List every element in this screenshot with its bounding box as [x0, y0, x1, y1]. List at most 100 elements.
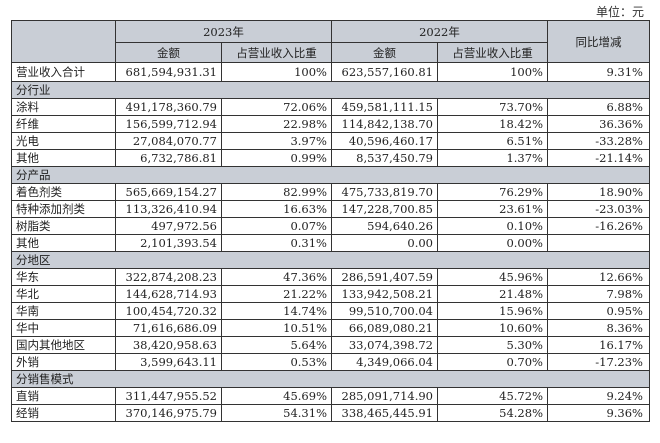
ratio-2023: 0.07% [221, 217, 332, 235]
ratio-2023: 54.31% [221, 404, 332, 422]
ratio-2023: 21.22% [221, 285, 332, 303]
amount-2022: 338,465,445.91 [331, 404, 438, 422]
ratio-2022: 10.60% [437, 319, 548, 337]
ratio-2022: 0.70% [437, 353, 548, 371]
yoy-value: 7.98% [547, 285, 650, 303]
section-header-row: 分地区 [11, 251, 650, 269]
row-label: 其他 [11, 149, 116, 167]
yoy-value: 9.36% [547, 404, 650, 422]
ratio-2022: 73.70% [437, 98, 548, 116]
table-row: 纤维 156,599,712.94 22.98% 114,842,138.70 18.4… [11, 115, 650, 133]
yoy-value: -33.28% [547, 132, 650, 150]
row-label: 树脂类 [11, 217, 116, 235]
amount-2023: 71,616,686.09 [115, 319, 222, 337]
yoy-value: 36.36% [547, 115, 650, 133]
total-row: 营业收入合计 681,594,931.31 100% 623,557,160.8… [11, 62, 650, 82]
ratio-2023: 0.31% [221, 234, 332, 252]
table-row: 经销 370,146,975.79 54.31% 338,465,445.91 54.2… [11, 404, 650, 422]
ratio-2022: 18.42% [437, 115, 548, 133]
amount-2022: 0.00 [331, 234, 438, 252]
table-row: 华东 322,874,208.23 47.36% 286,591,407.59 45.9… [11, 268, 650, 286]
amount-2023: 144,628,714.93 [115, 285, 222, 303]
yoy-value: 18.90% [547, 183, 650, 201]
yoy-value: 12.66% [547, 268, 650, 286]
amount-2022: 594,640.26 [331, 217, 438, 235]
header-amount-2022: 金额 [331, 42, 438, 63]
amount-2022: 285,091,714.90 [331, 387, 438, 405]
row-label: 其他 [11, 234, 116, 252]
yoy-value: 0.95% [547, 302, 650, 320]
section-header-row: 分产品 [11, 166, 650, 184]
table-row: 外销 3,599,643.11 0.53% 4,349,066.04 0.70% -17.… [11, 353, 650, 371]
table-row: 华中 71,616,686.09 10.51% 66,089,080.21 10.60%… [11, 319, 650, 337]
ratio-2022: 0.10% [437, 217, 548, 235]
revenue-table-body: 2023年 2022年 同比增减 金额 占营业收入比重 金额 占营业收入比重 营… [11, 20, 650, 422]
total-ratio-2022: 100% [437, 62, 548, 82]
total-amount-2022: 623,557,160.81 [331, 62, 438, 82]
header-yoy: 同比增减 [547, 20, 650, 63]
amount-2022: 4,349,066.04 [331, 353, 438, 371]
row-label: 国内其他地区 [11, 336, 116, 354]
amount-2022: 459,581,111.15 [331, 98, 438, 116]
ratio-2023: 45.69% [221, 387, 332, 405]
ratio-2022: 0.00% [437, 234, 548, 252]
revenue-table: 2023年 2022年 同比增减 金额 占营业收入比重 金额 占营业收入比重 营… [11, 20, 650, 422]
ratio-2023: 0.53% [221, 353, 332, 371]
amount-2023: 370,146,975.79 [115, 404, 222, 422]
ratio-2022: 5.30% [437, 336, 548, 354]
amount-2023: 27,084,070.77 [115, 132, 222, 150]
yoy-value: 8.36% [547, 319, 650, 337]
yoy-value: 16.17% [547, 336, 650, 354]
row-label: 华北 [11, 285, 116, 303]
amount-2023: 156,599,712.94 [115, 115, 222, 133]
ratio-2023: 3.97% [221, 132, 332, 150]
ratio-2022: 15.96% [437, 302, 548, 320]
yoy-value: -16.26% [547, 217, 650, 235]
table-row: 其他 2,101,393.54 0.31% 0.00 0.00% [11, 234, 650, 252]
table-row: 涂料 491,178,360.79 72.06% 459,581,111.15 73.7… [11, 98, 650, 116]
table-row: 特种添加剂类 113,326,410.94 16.63% 147,228,700.85… [11, 200, 650, 218]
header-ratio-2022: 占营业收入比重 [437, 42, 548, 63]
header-corner-cell [11, 20, 116, 63]
table-row: 其他 6,732,786.81 0.99% 8,537,450.79 1.37% -21.… [11, 149, 650, 167]
table-row: 华南 100,454,720.32 14.74% 99,510,700.04 15.96… [11, 302, 650, 320]
total-label: 营业收入合计 [11, 62, 116, 82]
yoy-value [547, 234, 650, 252]
yoy-value: 6.88% [547, 98, 650, 116]
amount-2022: 99,510,700.04 [331, 302, 438, 320]
amount-2023: 38,420,958.63 [115, 336, 222, 354]
yoy-value: -17.23% [547, 353, 650, 371]
row-label: 涂料 [11, 98, 116, 116]
section-title: 分销售模式 [11, 370, 650, 388]
ratio-2022: 23.61% [437, 200, 548, 218]
amount-2022: 475,733,819.70 [331, 183, 438, 201]
amount-2023: 491,178,360.79 [115, 98, 222, 116]
amount-2022: 133,942,508.21 [331, 285, 438, 303]
table-row: 着色剂类 565,669,154.27 82.99% 475,733,819.70 76… [11, 183, 650, 201]
ratio-2023: 0.99% [221, 149, 332, 167]
section-header-row: 分行业 [11, 81, 650, 99]
table-row: 光电 27,084,070.77 3.97% 40,596,460.17 6.51% -3… [11, 132, 650, 150]
row-label: 光电 [11, 132, 116, 150]
header-row-columns: 金额 占营业收入比重 金额 占营业收入比重 [12, 42, 650, 63]
row-label: 华南 [11, 302, 116, 320]
amount-2023: 322,874,208.23 [115, 268, 222, 286]
ratio-2022: 76.29% [437, 183, 548, 201]
amount-2022: 286,591,407.59 [331, 268, 438, 286]
ratio-2023: 47.36% [221, 268, 332, 286]
row-label: 华中 [11, 319, 116, 337]
table-row: 国内其他地区 38,420,958.63 5.64% 33,074,398.72 5.3… [11, 336, 650, 354]
section-title: 分行业 [11, 81, 650, 99]
amount-2022: 147,228,700.85 [331, 200, 438, 218]
header-ratio-2023: 占营业收入比重 [221, 42, 332, 63]
header-row-years: 2023年 2022年 同比增减 [11, 20, 650, 63]
amount-2023: 3,599,643.11 [115, 353, 222, 371]
ratio-2023: 72.06% [221, 98, 332, 116]
ratio-2023: 82.99% [221, 183, 332, 201]
amount-2022: 114,842,138.70 [331, 115, 438, 133]
amount-2022: 40,596,460.17 [331, 132, 438, 150]
table-row: 直销 311,447,955.52 45.69% 285,091,714.90 45.7… [11, 387, 650, 405]
ratio-2022: 1.37% [437, 149, 548, 167]
row-label: 华东 [11, 268, 116, 286]
total-ratio-2023: 100% [221, 62, 332, 82]
